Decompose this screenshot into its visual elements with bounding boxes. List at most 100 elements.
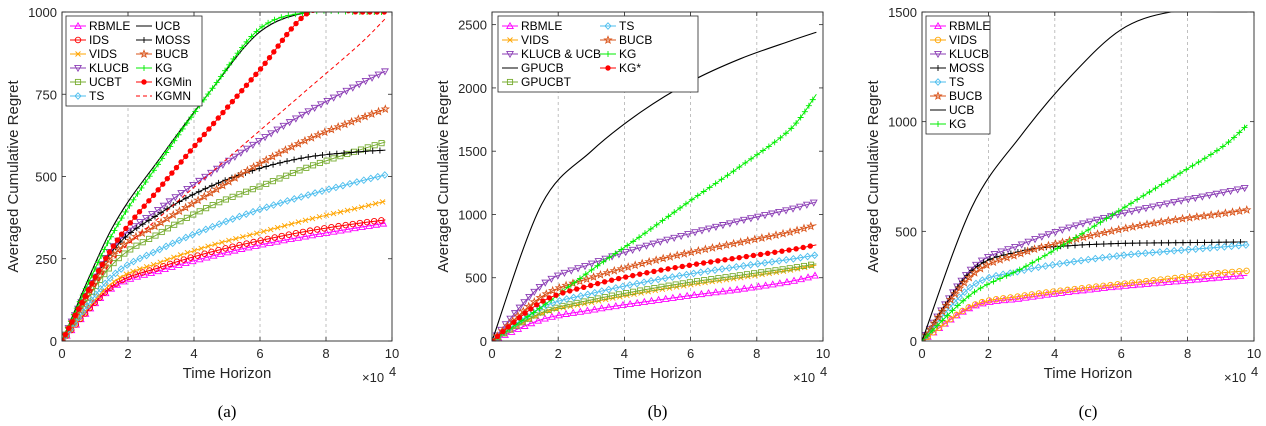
legend-marker — [141, 37, 147, 43]
x-tick-label: 8 — [322, 346, 329, 361]
data-point — [644, 286, 651, 293]
data-point — [779, 266, 786, 273]
y-axis-label: Averaged Cumulative Regret — [865, 80, 882, 273]
data-point — [311, 189, 319, 197]
data-point — [180, 256, 188, 263]
data-point — [736, 237, 746, 247]
data-point — [1134, 196, 1141, 203]
data-point — [704, 289, 713, 297]
series-markers-ids — [62, 217, 385, 341]
data-point — [567, 267, 576, 275]
data-point — [180, 202, 191, 212]
data-point — [1200, 271, 1207, 279]
data-point — [192, 108, 199, 115]
data-point — [94, 259, 101, 266]
data-point — [222, 217, 230, 226]
data-point — [569, 308, 578, 316]
data-point — [309, 215, 316, 222]
data-point — [654, 295, 663, 303]
data-point — [573, 299, 580, 306]
data-point — [1060, 241, 1067, 248]
data-point — [215, 246, 222, 254]
data-point — [1109, 211, 1116, 218]
data-point — [553, 272, 562, 280]
legend-label: KLUCB — [89, 61, 129, 75]
data-point — [260, 228, 267, 235]
series-line-moss — [62, 149, 386, 341]
data-point — [263, 163, 270, 170]
data-point — [169, 170, 175, 176]
data-point — [622, 274, 629, 280]
data-point — [313, 226, 321, 233]
data-point — [637, 258, 647, 268]
data-point — [119, 239, 129, 249]
data-point — [293, 20, 299, 27]
data-point — [1187, 239, 1194, 246]
legend-marker — [933, 91, 943, 100]
y-tick-label: 500 — [465, 271, 487, 286]
data-point — [1035, 290, 1043, 297]
data-point — [609, 265, 619, 275]
data-point — [624, 242, 631, 249]
data-point — [582, 274, 592, 284]
data-point — [944, 312, 951, 319]
data-point — [672, 250, 682, 260]
data-point — [601, 293, 608, 301]
data-point — [1120, 251, 1128, 260]
data-point — [677, 232, 686, 241]
legend-label: KLUCB — [949, 47, 989, 61]
data-point — [1156, 248, 1164, 256]
data-point — [142, 215, 150, 223]
data-point — [1231, 134, 1238, 141]
data-point — [574, 265, 583, 273]
legend-label: MOSS — [949, 61, 984, 75]
data-point — [576, 275, 583, 282]
data-point — [785, 227, 795, 237]
legend-entry: BUCB — [136, 47, 188, 61]
data-point — [633, 279, 641, 288]
data-point — [136, 219, 144, 227]
data-point — [618, 246, 625, 253]
data-point — [775, 257, 783, 265]
data-point — [1171, 274, 1179, 282]
data-point — [626, 281, 634, 289]
data-point — [977, 285, 984, 292]
data-point — [205, 91, 212, 98]
data-point — [156, 217, 166, 227]
data-point — [274, 148, 284, 158]
data-point — [782, 130, 789, 137]
data-point — [754, 282, 763, 290]
data-point — [570, 293, 578, 302]
data-point — [1225, 139, 1232, 146]
data-point — [1056, 259, 1064, 268]
data-point — [357, 222, 366, 231]
data-point — [700, 260, 707, 266]
y-tick-label: 250 — [35, 252, 57, 267]
data-point — [742, 159, 749, 166]
data-point — [188, 230, 197, 239]
data-point — [253, 71, 259, 78]
data-point — [220, 109, 226, 116]
data-point — [803, 252, 812, 261]
data-point — [722, 257, 728, 263]
data-point — [110, 243, 117, 249]
data-point — [256, 183, 263, 190]
data-point — [279, 122, 288, 130]
data-point — [235, 212, 244, 221]
data-point — [101, 246, 108, 253]
data-point — [1213, 147, 1220, 154]
data-point — [1031, 236, 1040, 244]
data-point — [173, 258, 181, 265]
subfigure-label: (b) — [648, 402, 668, 421]
data-point — [1199, 211, 1209, 220]
data-point — [332, 183, 340, 192]
legend-marker — [75, 51, 81, 57]
data-point — [222, 196, 229, 203]
data-point — [743, 235, 753, 245]
data-point — [277, 159, 284, 166]
data-point — [970, 267, 980, 277]
data-point — [342, 221, 349, 229]
data-point — [162, 213, 172, 223]
data-point — [267, 226, 274, 233]
data-point — [505, 324, 512, 330]
